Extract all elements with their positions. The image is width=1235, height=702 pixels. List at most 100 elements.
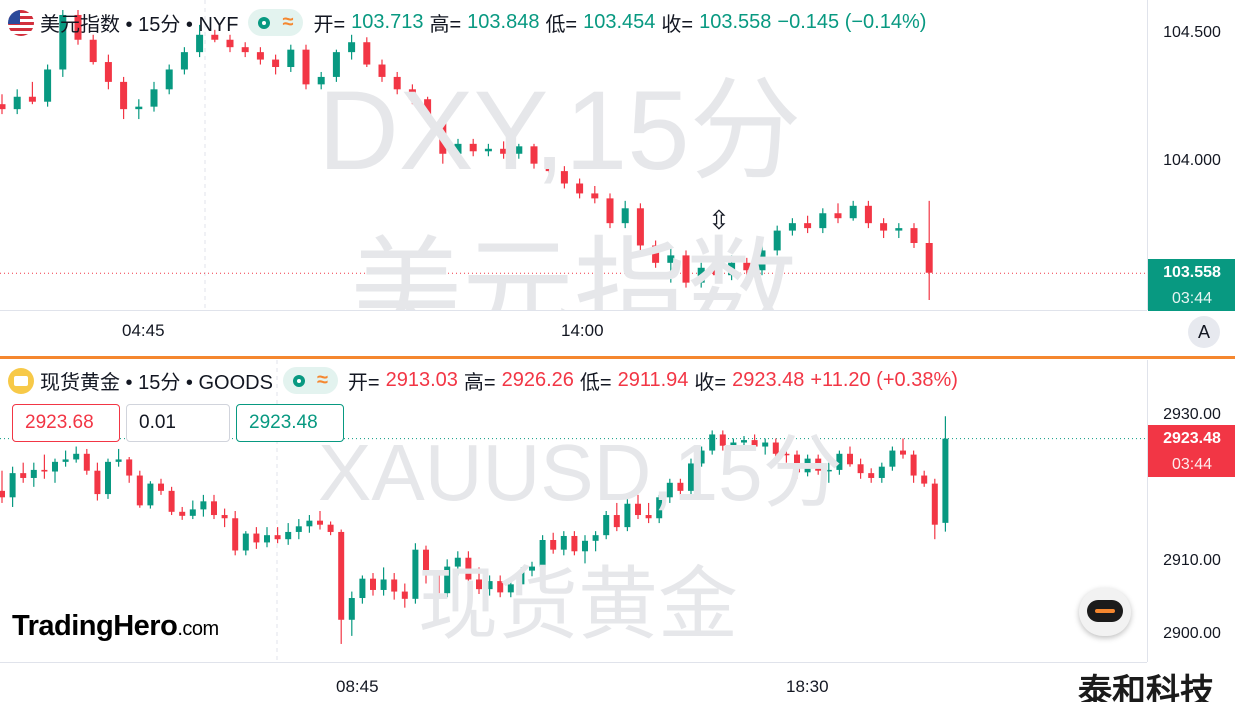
gold-time-axis[interactable]: 08:45 18:30 <box>0 662 1147 702</box>
candle-body <box>878 466 885 478</box>
candle-body <box>74 14 82 40</box>
gold-bar-icon <box>8 367 34 394</box>
candle-body <box>211 501 217 516</box>
candle <box>359 575 366 604</box>
dxy-market-status-pill[interactable]: ≈ <box>248 9 304 36</box>
dxy-price-axis[interactable]: 104.500 104.000 103.558 03:44 <box>1147 0 1235 312</box>
candle-body <box>730 442 737 446</box>
auto-scale-button[interactable]: A <box>1188 316 1220 348</box>
candle-body <box>515 146 523 154</box>
candle <box>741 436 747 447</box>
candle <box>200 494 207 517</box>
candle-body <box>621 208 629 224</box>
candle <box>401 583 408 608</box>
candle-body <box>772 442 779 454</box>
dxy-chart-pane[interactable]: DXY,15分 美元指数 美元指数 • 15分 • NYF ≈ 开= 103.71… <box>0 0 1235 312</box>
gold-last-price-tag: 2923.48 03:44 <box>1148 424 1235 477</box>
dxy-y-tick: 104.000 <box>1163 152 1221 169</box>
candle-body <box>530 146 538 164</box>
candle <box>13 89 21 115</box>
candle-body <box>272 59 280 68</box>
candle <box>635 494 641 520</box>
candle <box>74 10 82 45</box>
candle <box>682 250 690 288</box>
buy-button[interactable]: 2923.48 <box>236 404 344 442</box>
candle <box>393 71 401 95</box>
candle <box>9 466 16 507</box>
gold-chart-pane[interactable]: XAUUSD,15分 现货黄金 现货黄金 • 15分 • GOODS ≈ 开= 2… <box>0 360 1235 662</box>
candle <box>444 559 451 598</box>
gold-market-status-pill[interactable]: ≈ <box>282 367 338 394</box>
gold-legend: 现货黄金 • 15分 • GOODS ≈ 开= 2913.03 高= 2926.26… <box>8 366 958 395</box>
gold-high-label: 高= <box>463 372 496 394</box>
candle-body <box>439 119 447 154</box>
candle-body <box>836 453 843 470</box>
candle <box>408 84 416 105</box>
gold-plot-area[interactable]: XAUUSD,15分 现货黄金 现货黄金 • 15分 • GOODS ≈ 开= 2… <box>0 360 1147 662</box>
candle <box>878 462 885 483</box>
candle <box>728 255 736 281</box>
candle-body <box>741 440 747 443</box>
candle <box>136 470 143 508</box>
candle <box>550 532 557 554</box>
dxy-close-label: 收= <box>661 14 694 36</box>
candle-body <box>196 34 204 53</box>
candle-body <box>0 104 6 110</box>
candle-body <box>370 578 376 590</box>
candle <box>94 462 101 501</box>
candle-body <box>30 469 37 478</box>
dxy-plot-area[interactable]: DXY,15分 美元指数 美元指数 • 15分 • NYF ≈ 开= 103.71… <box>0 0 1147 310</box>
candle <box>762 438 769 455</box>
gold-price-axis[interactable]: 2930.00 2910.00 2900.00 2923.48 03:44 <box>1147 360 1235 662</box>
candle <box>880 218 888 239</box>
candle <box>591 185 599 204</box>
dxy-time-axis[interactable]: 04:45 14:00 <box>0 310 1147 358</box>
pane-divider[interactable] <box>0 356 1235 359</box>
candle <box>942 416 949 532</box>
gold-low-label: 低= <box>579 372 612 394</box>
quantity-input[interactable]: 0.01 <box>126 404 230 442</box>
candle-body <box>834 213 842 219</box>
candle-body <box>571 535 578 552</box>
assistant-robot-icon[interactable] <box>1079 588 1131 636</box>
dxy-change-value: −0.145 (−0.14%) <box>777 11 927 33</box>
candle <box>804 215 812 234</box>
dxy-candlestick-chart[interactable] <box>0 0 1147 310</box>
candle-body <box>89 39 97 63</box>
candle <box>530 143 538 169</box>
candle <box>730 438 737 451</box>
candle <box>515 143 523 159</box>
sell-button[interactable]: 2923.68 <box>12 404 120 442</box>
dxy-open-label: 开= <box>313 14 346 36</box>
candle <box>287 44 295 72</box>
candle-body <box>751 440 758 447</box>
candle <box>338 529 345 644</box>
dxy-symbol-title[interactable]: 美元指数 • 15分 • NYF <box>40 14 239 36</box>
candle-body <box>712 267 720 276</box>
candle <box>476 567 482 594</box>
candle <box>636 203 644 251</box>
dxy-high-label: 高= <box>429 14 462 36</box>
candle-body <box>0 490 5 498</box>
candle-body <box>391 579 398 592</box>
candle-body <box>221 515 228 519</box>
candle <box>83 448 90 475</box>
candle-body <box>819 213 827 229</box>
candle-body <box>264 535 270 543</box>
candle-body <box>645 515 652 519</box>
candle-body <box>486 581 493 590</box>
candle-body <box>815 458 822 471</box>
candle <box>751 434 758 451</box>
candle <box>772 438 779 459</box>
gold-candlestick-chart[interactable] <box>0 360 1147 662</box>
candle-body <box>158 483 164 491</box>
candle <box>317 511 323 530</box>
candle-body <box>825 469 832 472</box>
candle <box>179 506 186 520</box>
gold-symbol-title[interactable]: 现货黄金 • 15分 • GOODS <box>40 372 273 394</box>
candle <box>211 494 217 520</box>
candle-body <box>900 450 906 455</box>
candle <box>910 223 918 248</box>
candle <box>900 438 906 459</box>
candle-body <box>847 453 853 465</box>
